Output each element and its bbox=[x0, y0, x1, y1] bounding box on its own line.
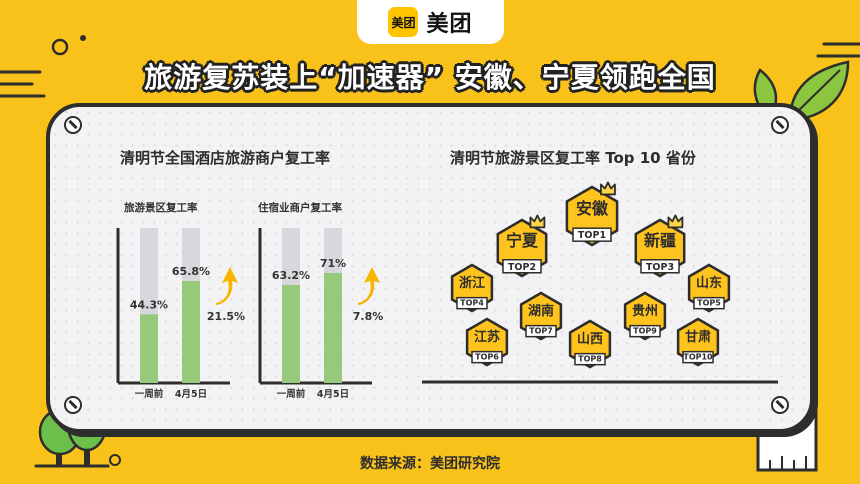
bar-value-label: 71% bbox=[320, 257, 346, 270]
bar bbox=[182, 281, 200, 383]
screw-icon bbox=[64, 396, 82, 414]
province-name: 甘肃 bbox=[685, 329, 711, 345]
province-name: 江苏 bbox=[474, 329, 500, 345]
province-name: 新疆 bbox=[644, 231, 676, 250]
rank-label: TOP5 bbox=[697, 299, 721, 308]
increase-label: 21.5% bbox=[207, 310, 245, 323]
rank-badge bbox=[574, 352, 606, 366]
province-name: 湖南 bbox=[528, 303, 554, 319]
rank-badge bbox=[640, 259, 680, 274]
rank-hex-top2: 宁夏 TOP2 bbox=[496, 214, 548, 278]
decor-lines-right bbox=[816, 42, 860, 58]
province-name: 山东 bbox=[696, 275, 722, 291]
rank-hex-top9: 贵州 TOP9 bbox=[623, 291, 667, 341]
arrow-up-icon bbox=[358, 267, 380, 305]
rank-hex-top1: 安徽 TOP1 bbox=[565, 181, 619, 247]
decor-ring-small bbox=[109, 454, 121, 466]
decor-dot bbox=[80, 35, 86, 41]
category-label: 一周前 bbox=[135, 388, 164, 400]
rank-badge bbox=[629, 324, 661, 338]
rank-hex-top4: 浙江 TOP4 bbox=[450, 263, 494, 313]
decor-ring bbox=[51, 38, 69, 56]
bar-value-label: 65.8% bbox=[172, 265, 210, 278]
bar bbox=[140, 314, 158, 383]
arrow-up-icon bbox=[216, 267, 238, 305]
rank-badge bbox=[693, 296, 725, 310]
bar-value-label: 44.3% bbox=[130, 298, 168, 311]
page-headline: 旅游复苏装上“加速器” 安徽、宁夏领跑全国 bbox=[144, 61, 716, 94]
rank-label: TOP6 bbox=[475, 353, 499, 362]
screw-icon bbox=[771, 116, 789, 134]
rank-badge bbox=[572, 227, 612, 242]
rank-label: TOP3 bbox=[646, 262, 674, 273]
rank-hex-top3: 新疆 TOP3 bbox=[634, 214, 686, 278]
rank-badge bbox=[471, 350, 503, 364]
province-name: 宁夏 bbox=[506, 231, 539, 250]
bar-panel-1: 44.3% 一周前 65.8% 4月5日 21.5% bbox=[116, 228, 245, 400]
category-label: 一周前 bbox=[277, 388, 306, 400]
increase-label: 7.8% bbox=[353, 310, 384, 323]
crown-icon bbox=[600, 181, 616, 196]
bar bbox=[324, 272, 342, 383]
screw-icon bbox=[64, 116, 82, 134]
category-label: 4月5日 bbox=[317, 389, 349, 400]
rank-label: TOP8 bbox=[578, 355, 602, 364]
right-section-title: 清明节旅游景区复工率 Top 10 省份 bbox=[450, 149, 696, 167]
rank-badge bbox=[525, 324, 557, 338]
decor-lines bbox=[0, 70, 46, 98]
rank-hex-top7: 湖南 TOP7 bbox=[519, 291, 563, 341]
province-name: 安徽 bbox=[576, 199, 609, 218]
rank-hex-top6: 江苏 TOP6 bbox=[465, 317, 509, 367]
rank-label: TOP9 bbox=[633, 327, 657, 336]
rank-label: TOP2 bbox=[508, 262, 536, 273]
rank-badge bbox=[456, 296, 488, 310]
bar bbox=[282, 285, 300, 383]
category-label: 4月5日 bbox=[175, 389, 207, 400]
screw-icon bbox=[771, 396, 789, 414]
chart-subtitle: 旅游景区复工率 bbox=[124, 202, 198, 214]
brand-badge: 美团 bbox=[388, 7, 419, 37]
rank-label: TOP7 bbox=[529, 327, 553, 336]
left-section-title: 清明节全国酒店旅游商户复工率 bbox=[120, 149, 331, 167]
content-board bbox=[46, 103, 814, 433]
rank-label: TOP1 bbox=[578, 230, 606, 241]
province-name: 贵州 bbox=[632, 303, 658, 319]
chart-subtitle: 住宿业商户复工率 bbox=[258, 202, 342, 214]
bar-panel-2: 63.2% 一周前 71% 4月5日 7.8% bbox=[258, 228, 384, 400]
rank-hex-top8: 山西 TOP8 bbox=[568, 319, 612, 369]
crown-icon bbox=[667, 214, 684, 229]
rank-hex-top5: 山东 TOP5 bbox=[687, 263, 731, 313]
brand-logo: 美团 美团 bbox=[357, 0, 504, 44]
brand-name: 美团 bbox=[426, 12, 473, 37]
rank-hex-top10: 甘肃 TOP10 bbox=[676, 317, 720, 367]
rank-badge bbox=[502, 259, 542, 274]
province-name: 浙江 bbox=[459, 275, 485, 291]
bar-value-label: 63.2% bbox=[272, 269, 310, 282]
province-name: 山西 bbox=[577, 331, 603, 347]
rank-label: TOP10 bbox=[683, 353, 713, 362]
data-source: 数据来源：美团研究院 bbox=[360, 456, 500, 472]
rank-label: TOP4 bbox=[460, 299, 484, 308]
crown-icon bbox=[529, 214, 546, 229]
rank-badge bbox=[682, 350, 714, 364]
